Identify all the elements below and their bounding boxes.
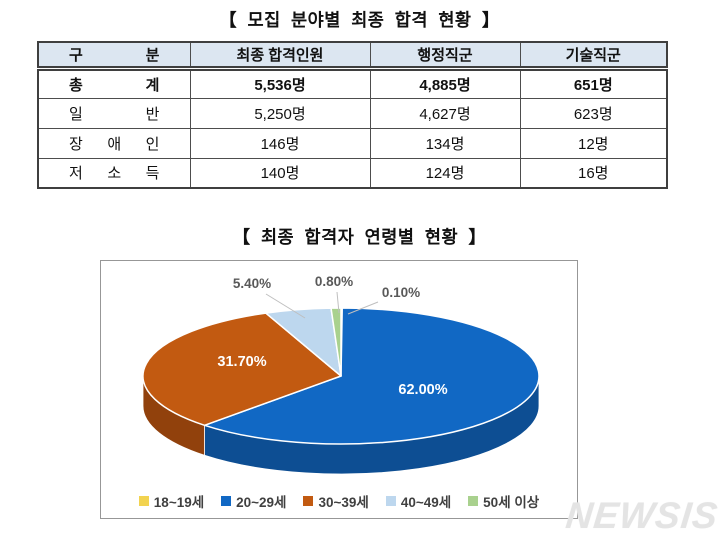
newsis-watermark-logo: NEWSIS <box>563 495 719 536</box>
cell-final-total: 5,536명 <box>189 67 371 99</box>
legend-swatch-18-19 <box>138 496 149 506</box>
cell-tech: 651명 <box>519 67 668 99</box>
svg-text:62.00%: 62.00% <box>398 382 447 398</box>
row-label: 총 계 <box>37 67 191 99</box>
cell-tech: 16명 <box>519 157 668 189</box>
cell-admin: 4,627명 <box>369 97 521 129</box>
svg-text:0.10%: 0.10% <box>382 285 420 300</box>
legend-swatch-40-49 <box>385 496 396 506</box>
cell-final-total: 140명 <box>189 157 371 189</box>
svg-text:0.80%: 0.80% <box>315 274 353 289</box>
legend-item-18-19: 18~19세 <box>138 491 205 511</box>
age-pie-chart-panel: 0.10% 62.00% 31.70% 5.40% 0.80% 18~19세 20~29… <box>100 260 578 519</box>
table-header-row: 구 분 최종 합격인원 행정직군 기술직군 <box>37 41 668 71</box>
legend-label: 40~49세 <box>400 495 452 510</box>
legend-item-40-49: 40~49세 <box>385 491 452 511</box>
col-header-tech: 기술직군 <box>519 41 668 71</box>
row-label: 일 반 <box>37 97 191 129</box>
table-row-disabled: 장 애 인 146명 134명 12명 <box>37 127 668 159</box>
cell-admin: 134명 <box>369 127 521 159</box>
cell-tech: 623명 <box>519 97 668 129</box>
col-header-final-total: 최종 합격인원 <box>189 41 371 71</box>
col-header-category: 구 분 <box>37 41 191 71</box>
legend-item-30-39: 30~39세 <box>303 491 369 511</box>
legend-swatch-50-plus <box>468 496 479 506</box>
svg-text:5.40%: 5.40% <box>233 276 271 291</box>
final-pass-table: 구 분 최종 합격인원 행정직군 기술직군 총 계 5,536명 4,885명 … <box>37 41 668 189</box>
row-label: 저 소 득 <box>37 157 191 189</box>
row-label: 장 애 인 <box>37 127 191 159</box>
legend-item-50-plus: 50세 이상 <box>468 491 539 511</box>
table-section-title: 【 모집 분야별 최종 합격 현황 】 <box>219 10 500 30</box>
cell-final-total: 146명 <box>189 127 371 159</box>
legend-label: 20~29세 <box>236 495 287 510</box>
col-header-admin: 행정직군 <box>369 41 521 71</box>
legend-label: 30~39세 <box>318 495 369 510</box>
cell-admin: 124명 <box>369 157 521 189</box>
legend-item-20-29: 20~29세 <box>221 491 286 511</box>
cell-admin: 4,885명 <box>369 67 521 99</box>
cell-tech: 12명 <box>519 127 668 159</box>
table-row-low-income: 저 소 득 140명 124명 16명 <box>37 157 668 189</box>
legend-swatch-30-39 <box>303 496 314 506</box>
legend-label: 18~19세 <box>153 495 205 510</box>
pie-section-title: 【 최종 합격자 연령별 현황 】 <box>232 227 487 247</box>
legend-swatch-20-29 <box>221 496 232 506</box>
age-pie-chart: 0.10% 62.00% 31.70% 5.40% 0.80% <box>142 274 540 475</box>
table-row-total: 총 계 5,536명 4,885명 651명 <box>37 67 668 99</box>
pie-legend: 18~19세 20~29세 30~39세 40~49세 50세 이상 <box>101 491 577 511</box>
table-row-general: 일 반 5,250명 4,627명 623명 <box>37 97 668 129</box>
svg-text:31.70%: 31.70% <box>217 354 266 370</box>
legend-label: 50세 이상 <box>483 495 540 510</box>
cell-final-total: 5,250명 <box>189 97 371 129</box>
